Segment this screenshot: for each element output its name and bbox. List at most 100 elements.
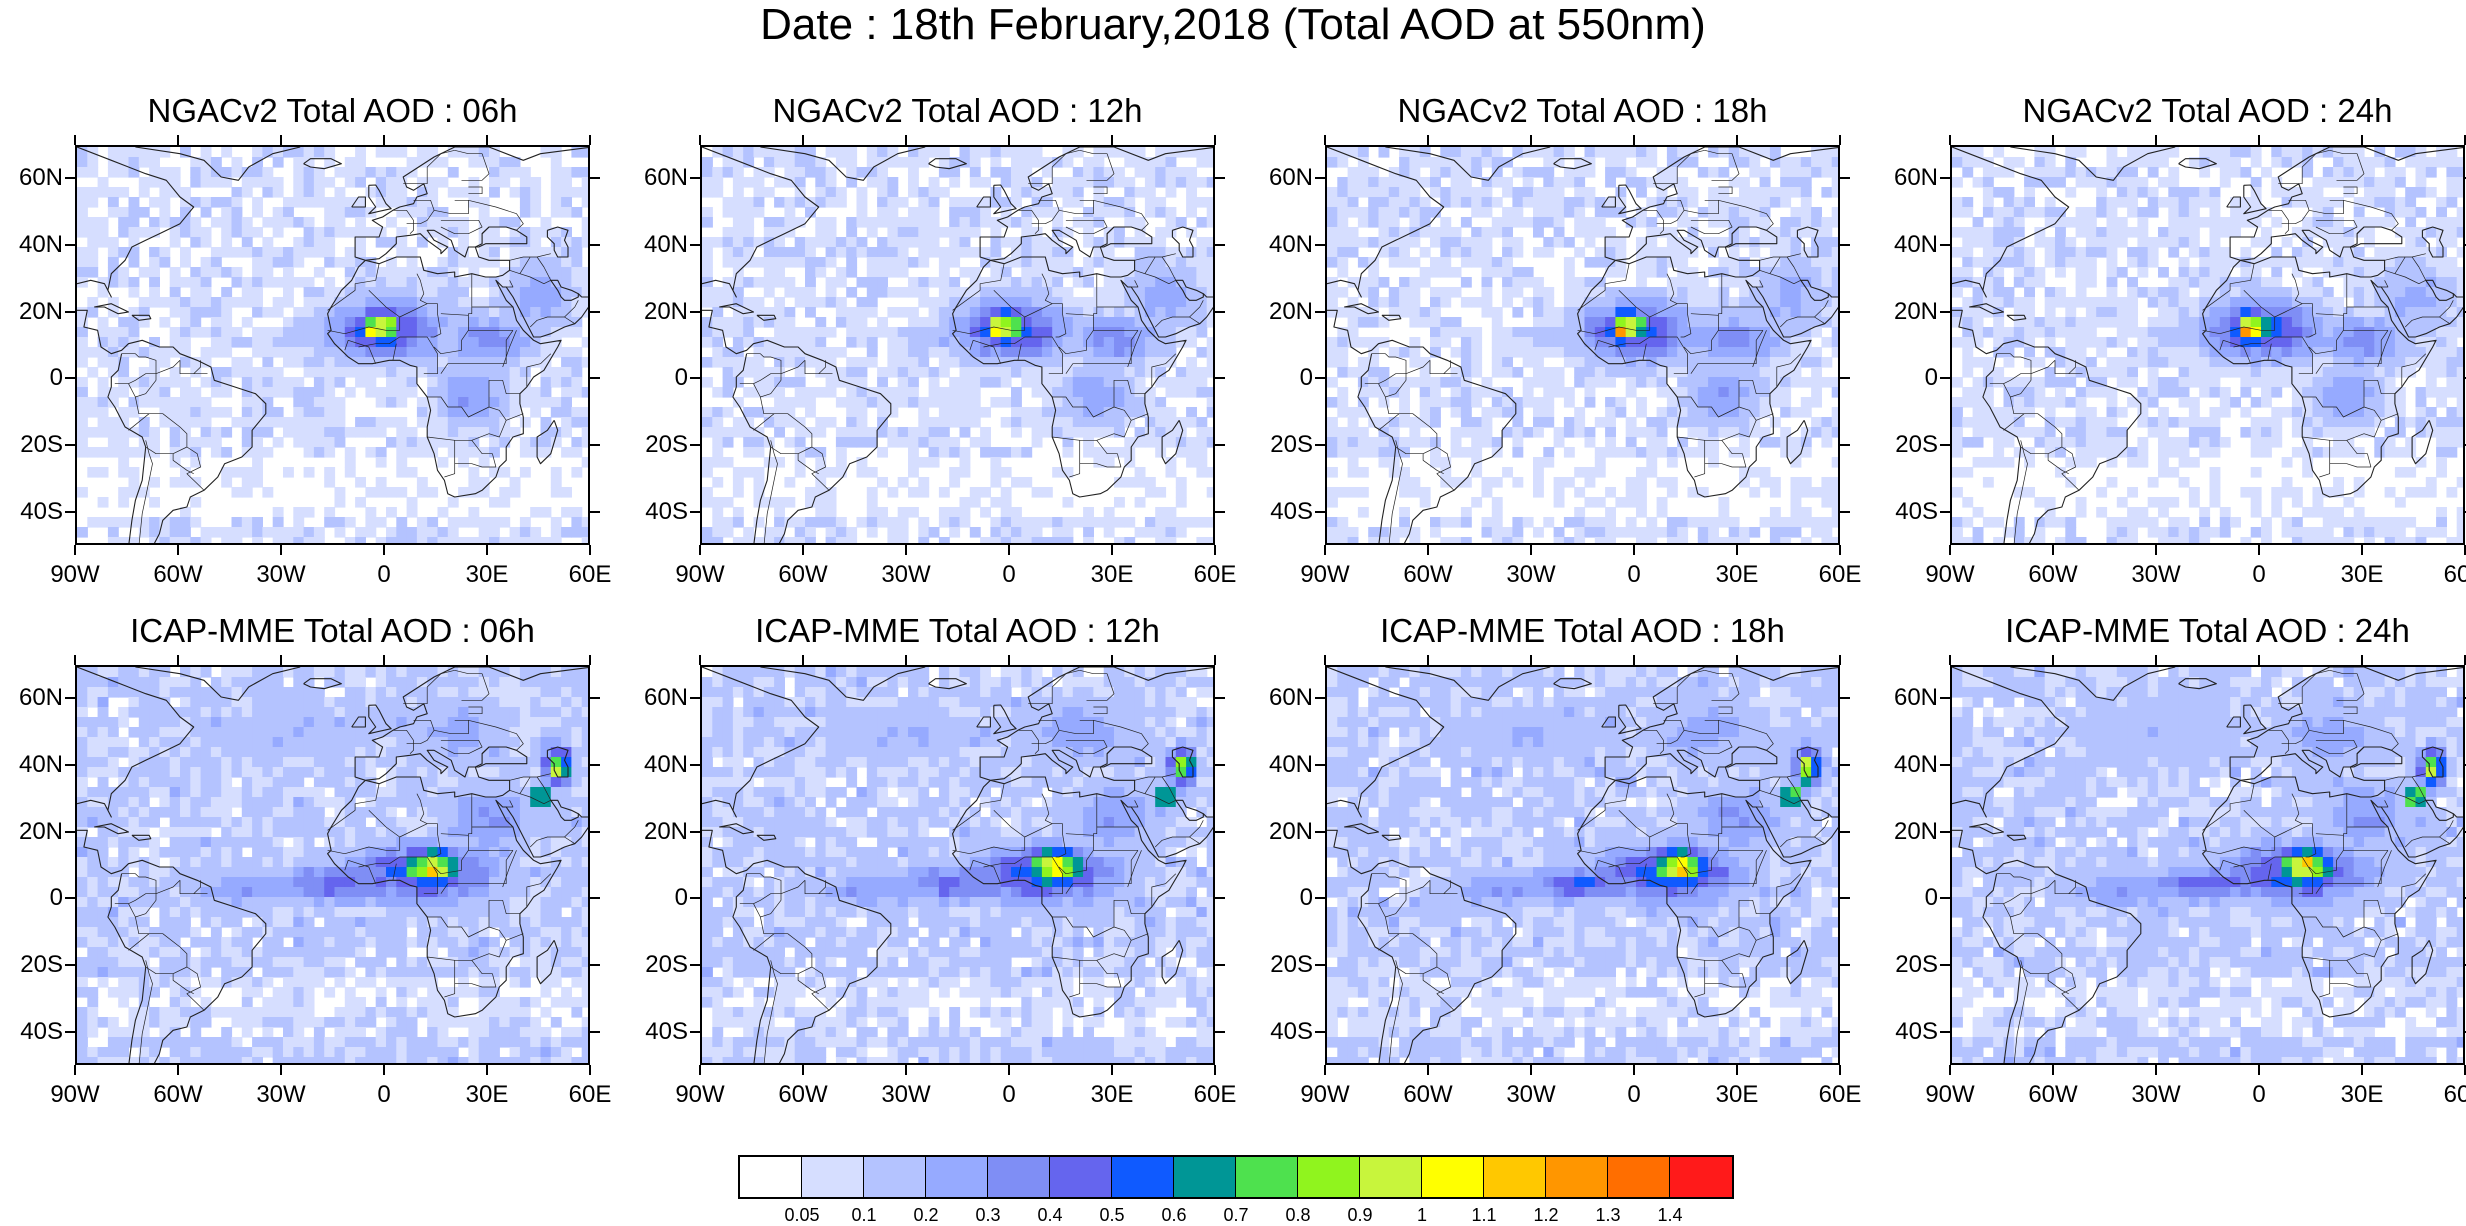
lat-label: 20S — [1253, 433, 1313, 457]
lon-tick — [280, 135, 282, 145]
lon-tick — [1427, 135, 1429, 145]
lat-tick — [65, 244, 75, 246]
icap-map-panel — [75, 665, 590, 1065]
panel-title: ICAP-MME Total AOD : 06h — [75, 613, 590, 649]
aod-field — [1327, 147, 1840, 545]
lon-tick — [2155, 1065, 2157, 1075]
lat-tick — [590, 377, 600, 379]
lat-tick — [1215, 831, 1225, 833]
lon-label: 30W — [2121, 563, 2191, 587]
ngac-map-panel — [1950, 145, 2465, 545]
lon-tick — [1427, 655, 1429, 665]
lon-label: 60E — [2430, 1083, 2466, 1107]
lat-tick — [1840, 1031, 1850, 1033]
lat-label: 60N — [1878, 686, 1938, 710]
lon-label: 60W — [143, 1083, 213, 1107]
lon-label: 60E — [1180, 1083, 1250, 1107]
lon-tick — [802, 655, 804, 665]
lat-tick — [690, 177, 700, 179]
ngac-map-panel — [1325, 145, 1840, 545]
lon-label: 30E — [2327, 1083, 2397, 1107]
lat-tick — [1840, 697, 1850, 699]
lon-tick — [1839, 1065, 1841, 1075]
lat-tick — [1940, 177, 1950, 179]
lon-label: 0 — [349, 1083, 419, 1107]
lon-tick — [699, 135, 701, 145]
lon-tick — [589, 655, 591, 665]
main-title: Date : 18th February,2018 (Total AOD at … — [0, 0, 2466, 50]
lat-label: 20S — [628, 433, 688, 457]
lat-tick — [1940, 897, 1950, 899]
lat-tick — [690, 244, 700, 246]
lon-tick — [905, 1065, 907, 1075]
lat-tick — [65, 831, 75, 833]
lon-tick — [1839, 135, 1841, 145]
lon-label: 60E — [555, 1083, 625, 1107]
lon-tick — [1214, 655, 1216, 665]
lat-tick — [65, 177, 75, 179]
lat-label: 40N — [1253, 753, 1313, 777]
lat-tick — [690, 311, 700, 313]
lon-tick — [802, 1065, 804, 1075]
lon-tick — [280, 545, 282, 555]
lon-tick — [74, 135, 76, 145]
lat-tick — [1215, 511, 1225, 513]
lat-tick — [1315, 764, 1325, 766]
lat-tick — [1840, 444, 1850, 446]
lat-tick — [690, 377, 700, 379]
lat-label: 0 — [1253, 886, 1313, 910]
lon-tick — [1949, 545, 1951, 555]
lat-tick — [590, 964, 600, 966]
lon-tick — [1008, 655, 1010, 665]
lat-label: 40N — [3, 233, 63, 257]
colorbar-label: 0.6 — [1149, 1205, 1199, 1226]
panel-title: ICAP-MME Total AOD : 18h — [1325, 613, 1840, 649]
lon-tick — [1214, 1065, 1216, 1075]
colorbar-swatch — [1608, 1157, 1670, 1197]
lon-tick — [74, 545, 76, 555]
lon-tick — [1736, 1065, 1738, 1075]
lat-tick — [1840, 377, 1850, 379]
lon-label: 60W — [143, 563, 213, 587]
lat-tick — [65, 764, 75, 766]
lat-tick — [1940, 697, 1950, 699]
lon-tick — [2361, 545, 2363, 555]
lon-tick — [1111, 655, 1113, 665]
lon-label: 90W — [665, 1083, 735, 1107]
lat-tick — [1215, 764, 1225, 766]
lon-tick — [1427, 545, 1429, 555]
lat-label: 60N — [628, 686, 688, 710]
lat-tick — [690, 831, 700, 833]
lon-tick — [1839, 545, 1841, 555]
lon-tick — [1008, 545, 1010, 555]
lat-label: 40S — [1878, 1020, 1938, 1044]
lon-tick — [699, 1065, 701, 1075]
lat-tick — [690, 1031, 700, 1033]
lon-tick — [802, 545, 804, 555]
lat-tick — [1215, 244, 1225, 246]
lon-label: 60E — [555, 563, 625, 587]
lat-tick — [590, 244, 600, 246]
colorbar-label: 1 — [1397, 1205, 1447, 1226]
colorbar-label: 0.7 — [1211, 1205, 1261, 1226]
lat-tick — [1840, 177, 1850, 179]
colorbar-label: 1.2 — [1521, 1205, 1571, 1226]
lat-tick — [590, 311, 600, 313]
colorbar-swatch — [864, 1157, 926, 1197]
icap-map-panel — [700, 665, 1215, 1065]
lon-label: 60E — [1805, 563, 1875, 587]
lat-label: 0 — [3, 366, 63, 390]
lon-label: 30E — [1702, 563, 1772, 587]
lon-label: 60E — [2430, 563, 2466, 587]
colorbar-swatch — [1484, 1157, 1546, 1197]
lon-tick — [2052, 655, 2054, 665]
lon-label: 90W — [40, 563, 110, 587]
lat-label: 20S — [3, 953, 63, 977]
lon-label: 0 — [349, 563, 419, 587]
lon-tick — [699, 655, 701, 665]
colorbar-swatch — [1050, 1157, 1112, 1197]
lat-tick — [1315, 511, 1325, 513]
lat-tick — [1940, 244, 1950, 246]
lon-tick — [1214, 545, 1216, 555]
lon-tick — [1949, 655, 1951, 665]
